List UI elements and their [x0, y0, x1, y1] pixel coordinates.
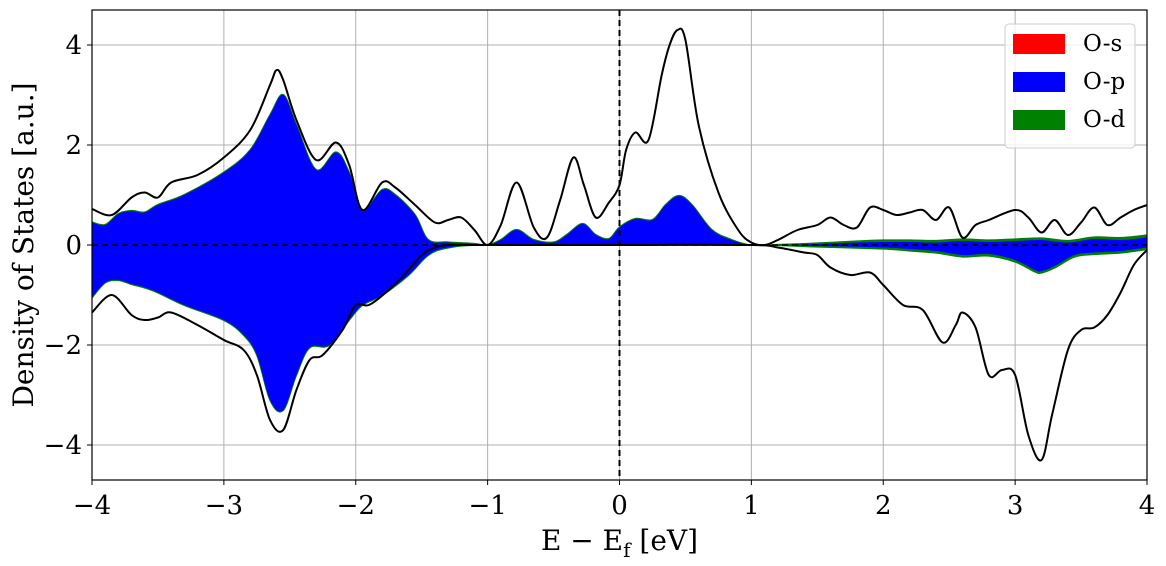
x-tick-label: 2	[875, 491, 892, 521]
y-tick-label: 2	[65, 131, 82, 161]
x-tick-label: −1	[468, 491, 506, 521]
legend-swatch	[1013, 34, 1065, 54]
x-axis-ticks: −4 −3 −2 −1 0 1 2 3 4	[73, 480, 1155, 521]
total-dos-up	[92, 27, 1147, 247]
area-o-p-down	[92, 244, 1147, 412]
y-axis-label: Density of States [a.u.]	[7, 82, 40, 407]
x-axis-label-unit: [eV]	[631, 524, 699, 557]
pdos-areas	[92, 93, 1147, 413]
legend-label: O-p	[1083, 69, 1125, 95]
total-dos-down	[92, 243, 1147, 462]
y-axis-ticks: −4 −2 0 2 4	[44, 31, 92, 461]
legend-swatch	[1013, 72, 1065, 92]
y-tick-label: −2	[44, 331, 82, 361]
x-tick-label: 4	[1139, 491, 1156, 521]
x-tick-label: −2	[337, 491, 375, 521]
y-tick-label: −4	[44, 431, 82, 461]
x-tick-label: −4	[73, 491, 111, 521]
x-axis-label: E − Ef [eV]	[541, 524, 698, 562]
x-tick-label: 3	[1007, 491, 1024, 521]
y-tick-label: 0	[65, 231, 82, 261]
area-o-p-up	[92, 94, 1147, 246]
x-axis-label-main: E − E	[541, 524, 623, 557]
legend: O-s O-p O-d	[1004, 23, 1136, 149]
legend-swatch	[1013, 110, 1065, 130]
legend-label: O-d	[1083, 107, 1125, 133]
x-tick-label: −3	[205, 491, 243, 521]
y-tick-label: 4	[65, 31, 82, 61]
x-tick-label: 1	[743, 491, 760, 521]
x-tick-label: 0	[611, 491, 628, 521]
x-axis-label-subscript: f	[623, 538, 632, 562]
legend-label: O-s	[1083, 31, 1122, 57]
reference-lines	[92, 10, 1147, 480]
total-dos-lines	[92, 27, 1147, 462]
